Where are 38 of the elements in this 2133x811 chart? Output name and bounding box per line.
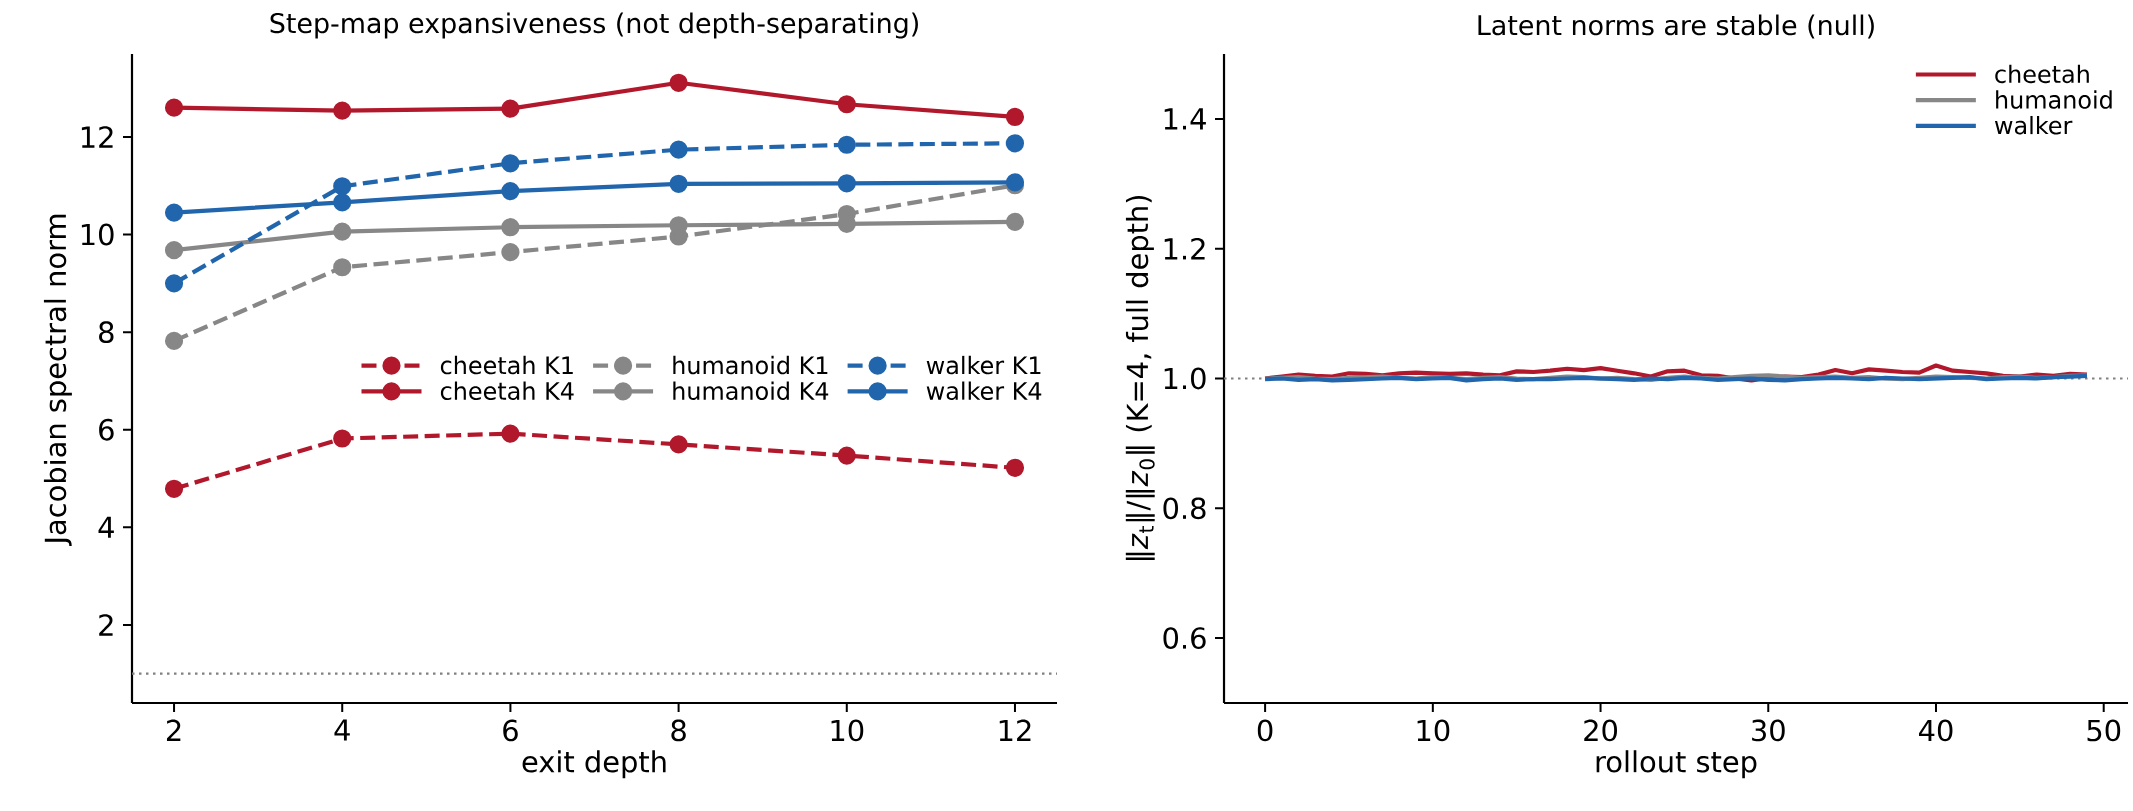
x-axis-title: exit depth xyxy=(522,750,666,779)
x-tick-label: 2 xyxy=(166,719,181,741)
chart-title: Latent norms are stable (null) xyxy=(1478,14,1874,39)
y-tick-label: 0.8 xyxy=(1163,497,1206,520)
y-axis-title: ‖z$_{t}$‖/‖z$_{0}$‖ (K=4, full depth) xyxy=(1125,195,1155,560)
legend-label: cheetah xyxy=(1995,64,2089,84)
x-tick-label: 10 xyxy=(831,719,864,742)
legend-label: cheetah K1 xyxy=(440,355,573,375)
y-tick-label: 0.6 xyxy=(1163,627,1206,650)
legend-label: humanoid K1 xyxy=(673,355,828,375)
x-tick-label: 8 xyxy=(671,719,686,742)
x-tick-label: 20 xyxy=(1584,719,1618,742)
y-tick-label: 1.4 xyxy=(1164,108,1206,130)
y-tick-label: 6 xyxy=(99,418,114,441)
legend-label: cheetah K4 xyxy=(440,381,574,400)
x-tick-label: 4 xyxy=(334,719,350,741)
y-tick-label: 1.0 xyxy=(1164,367,1206,390)
y-tick-label: 4 xyxy=(98,516,114,538)
x-tick-label: 50 xyxy=(2087,719,2121,742)
legend-label: walker xyxy=(1994,115,2073,135)
x-tick-label: 40 xyxy=(1919,719,1953,742)
y-tick-label: 12 xyxy=(81,126,113,148)
x-axis-title: rollout step xyxy=(1596,750,1757,779)
legend-label: walker K4 xyxy=(926,381,1042,400)
legend-label: walker K1 xyxy=(926,355,1041,375)
x-tick-label: 10 xyxy=(1417,719,1450,742)
y-axis-title: Jacobian spectral norm xyxy=(43,214,72,547)
y-tick-label: 2 xyxy=(99,614,113,636)
x-tick-label: 0 xyxy=(1257,719,1273,742)
legend-label: humanoid K4 xyxy=(673,381,829,400)
y-tick-label: 10 xyxy=(81,223,114,246)
y-tick-label: 8 xyxy=(99,321,114,344)
x-tick-label: 12 xyxy=(999,719,1031,741)
x-tick-label: 6 xyxy=(503,719,518,742)
y-tick-label: 1.2 xyxy=(1164,237,1205,260)
legend-label: humanoid xyxy=(1996,90,2112,109)
chart-title: Step-map expansiveness (not depth-separating) xyxy=(270,12,918,39)
x-tick-label: 30 xyxy=(1752,719,1785,742)
